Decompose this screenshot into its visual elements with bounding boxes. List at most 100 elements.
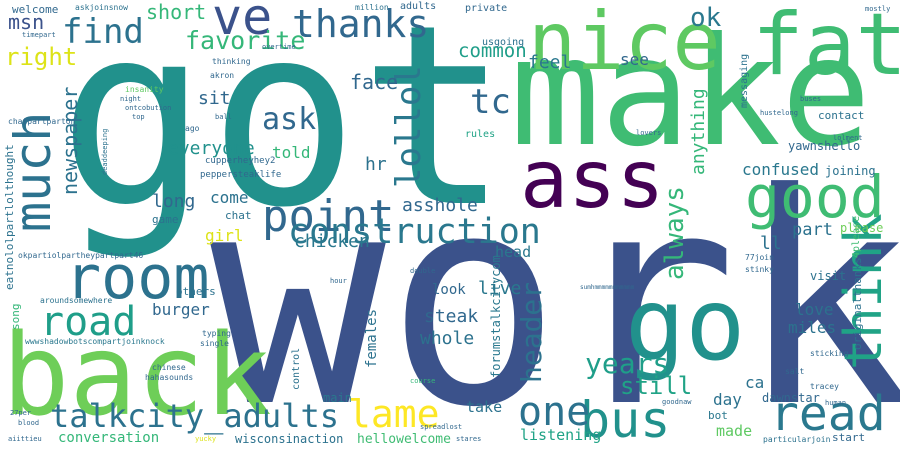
word-thanks: thanks (292, 2, 430, 46)
word-sticking: sticking (810, 349, 849, 358)
word-look: look (432, 282, 466, 298)
word-messaging: messaging (739, 53, 750, 108)
word-contact: contact (818, 109, 865, 122)
word-bot: bot (708, 409, 728, 422)
word-common: common (458, 40, 527, 62)
word-top: top (132, 113, 145, 121)
word-read: read (770, 386, 886, 442)
word-take: take (466, 398, 503, 416)
word-told: told (272, 143, 311, 162)
word-hellowelcome: hellowelcome (357, 432, 451, 447)
word-bus: bus (580, 391, 671, 449)
word-main: main (323, 391, 352, 405)
word-long: long (152, 191, 196, 212)
word-header: header (515, 281, 548, 383)
word-ve: ve (212, 0, 273, 46)
word-rules: rules (465, 129, 496, 140)
word-control: control (291, 347, 302, 390)
word-females: females (364, 308, 380, 368)
word-years: years (585, 347, 670, 380)
word-point: point (262, 191, 395, 242)
word-dawnstar: dawnstar (762, 391, 820, 405)
word-lovers: lovers (636, 129, 662, 137)
word-mostly: mostly (865, 5, 891, 13)
word-road: road (40, 299, 137, 345)
word-ask: ask (262, 102, 317, 137)
word-tracey: tracey (810, 382, 839, 391)
word-deaddeeping: deaddeeping (101, 128, 109, 175)
word-one: one (518, 389, 591, 435)
word-love: love (795, 300, 834, 319)
word-hahasounds: hahasounds (145, 373, 194, 382)
word-miles: miles (788, 318, 837, 337)
word-find: find (62, 12, 144, 52)
word-conversation: conversation (58, 430, 160, 446)
word-feel: feel (528, 52, 572, 73)
word-double: double (410, 267, 436, 275)
word-song: song (9, 303, 22, 331)
word-nice: nice (528, 0, 721, 88)
word-face: face (350, 70, 399, 94)
word-fat: fat (752, 0, 900, 95)
word-okpartiolpartheypartpart46: okpartiolpartheypartpart46 (18, 251, 144, 260)
word-lolment: lolment (833, 134, 863, 142)
word-ca: ca (745, 373, 765, 392)
word-ball: ball (215, 113, 232, 121)
word-peppersteaklife: peppersteaklife (200, 170, 282, 180)
word-timepart: timepart (22, 31, 56, 39)
word-see: see (620, 50, 649, 69)
word-others: others (176, 285, 216, 298)
word-thinking: thinking (212, 57, 251, 66)
word-usgoing: usgoing (482, 37, 525, 48)
word-yawnshello: yawnshello (788, 139, 861, 153)
word-private: private (465, 3, 508, 14)
word-asshole: asshole (402, 195, 478, 216)
word-stinky: stinky (745, 265, 774, 274)
word-short: short (146, 0, 207, 24)
word-77join: 77join (745, 253, 774, 262)
word-everyone: everyone (168, 138, 255, 159)
word-yucky: yucky (195, 435, 217, 443)
word-anything: anything (688, 88, 709, 175)
word-wwwshadowbotscompartjoinknock: wwwshadowbotscompartjoinknock (25, 337, 165, 346)
word-still: still (620, 372, 693, 400)
word-chicken: chicken (294, 231, 370, 252)
word-typing: typing (202, 329, 231, 338)
word-blood: blood (18, 419, 40, 427)
word-salt: salt (785, 367, 805, 376)
word-askjoinsnow: askjoinsnow (75, 3, 128, 12)
word-talkcity-adults: talkcity_adults (50, 397, 339, 435)
word-welcome: welcome (12, 3, 59, 16)
word-forumstalkcitycom: forumstalkcitycom (489, 255, 503, 378)
word-burger: burger (152, 300, 210, 319)
word-make: make (510, 6, 872, 180)
word-confused: confused (742, 160, 820, 179)
word-akron: akron (210, 71, 235, 80)
word-construction: construction (288, 212, 541, 252)
word-favorite: favorite (185, 26, 306, 55)
word-hr: hr (365, 154, 387, 175)
word-steak: steak (424, 306, 479, 327)
word-made: made (716, 422, 753, 440)
word-visit: visit (810, 269, 847, 283)
word-4please: 4please (851, 215, 862, 258)
word-insanity: insanity (125, 85, 164, 94)
word-hour: hour (330, 277, 347, 285)
word-aroundsomewhere: aroundsomewhere (40, 296, 113, 305)
word-cupperheyhey2: cupperheyhey2 (205, 156, 276, 166)
word-head: head (495, 243, 532, 261)
word-right: right (5, 43, 78, 71)
word-ago: ago (185, 124, 200, 133)
word-think: think (834, 213, 894, 370)
word-ll: ll (760, 233, 782, 254)
word-back: back (2, 311, 272, 441)
word-ontcobution: ontcobution (125, 104, 172, 112)
word-buses: buses (800, 95, 822, 103)
word-course: course (410, 377, 436, 385)
word-tc: tc (470, 82, 511, 122)
word-spreadlost: spreadlost (420, 423, 463, 431)
word-adults: adults (400, 1, 437, 12)
word-sit: sit (198, 88, 231, 109)
word-aiittieu: aiittieu (8, 435, 42, 443)
